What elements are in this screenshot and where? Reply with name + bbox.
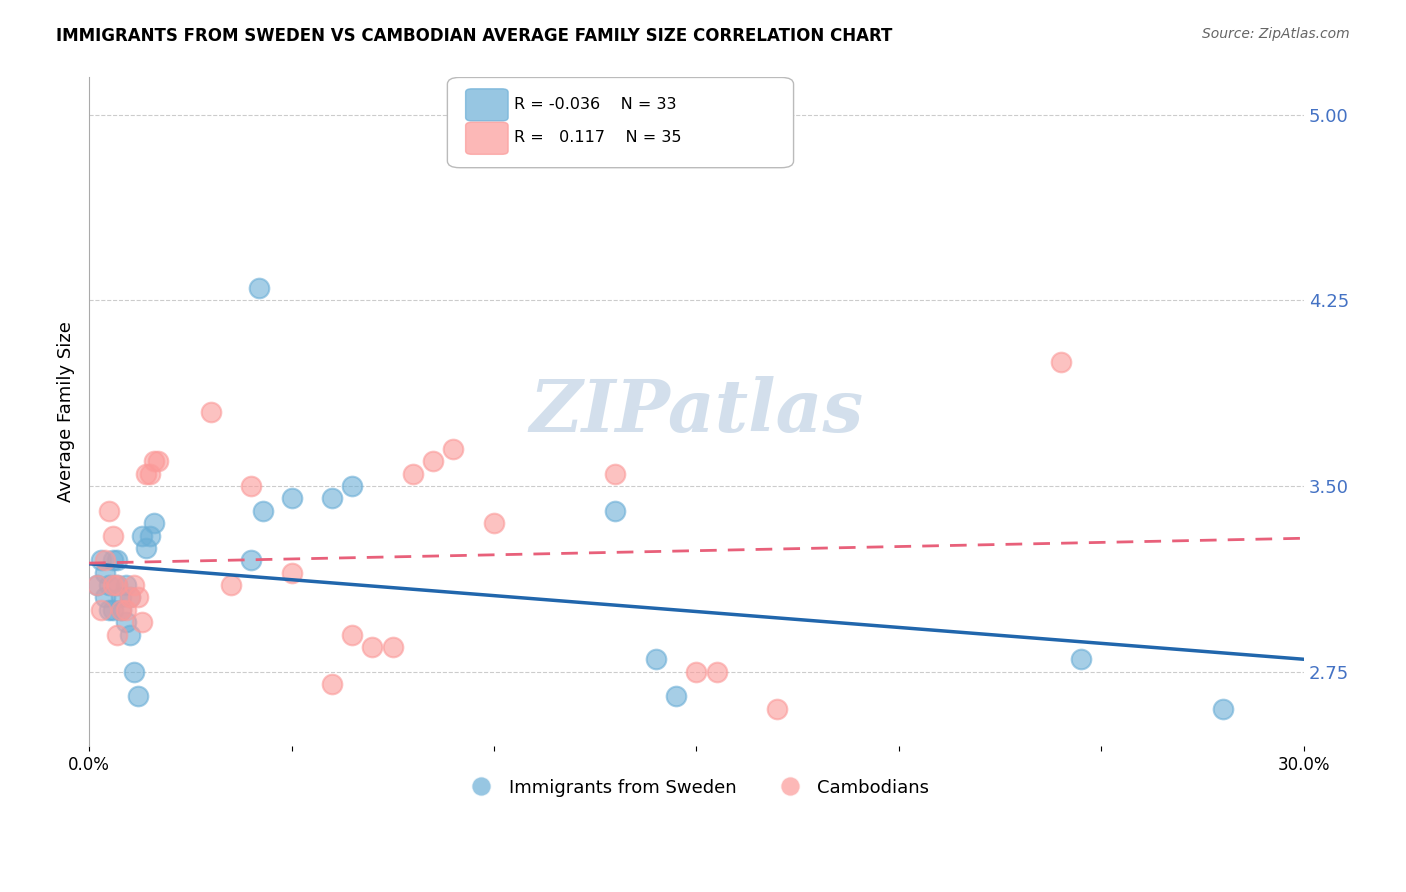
Point [1212, 702, 1234, 716]
Point [240, 553, 263, 567]
Y-axis label: Average Family Size: Average Family Size [58, 321, 75, 502]
Point [98, 578, 121, 592]
Point [107, 578, 129, 592]
Point [94, 591, 117, 605]
Point [118, 627, 141, 641]
Point [107, 578, 129, 592]
Point [127, 690, 149, 704]
Point [127, 591, 149, 605]
Point [110, 603, 132, 617]
Point [321, 677, 343, 691]
Point [114, 578, 136, 592]
Point [645, 652, 668, 666]
Point [103, 578, 125, 592]
Point [219, 578, 242, 592]
Point [381, 640, 404, 654]
Point [342, 627, 364, 641]
Text: R = -0.036    N = 33: R = -0.036 N = 33 [515, 96, 676, 112]
Point [605, 467, 627, 481]
Point [94, 553, 117, 567]
Point [110, 603, 132, 617]
Point [98, 603, 121, 617]
Point [146, 454, 169, 468]
FancyBboxPatch shape [447, 78, 793, 168]
Point [706, 665, 728, 679]
Point [605, 504, 627, 518]
Point [402, 467, 425, 481]
Point [252, 504, 274, 518]
Point [280, 566, 302, 580]
Text: Source: ZipAtlas.com: Source: ZipAtlas.com [1202, 27, 1350, 41]
Point [122, 665, 145, 679]
Point [131, 528, 153, 542]
Point [135, 467, 157, 481]
Point [1070, 652, 1092, 666]
FancyBboxPatch shape [465, 122, 508, 154]
Point [110, 591, 132, 605]
Point [361, 640, 384, 654]
Point [86, 578, 108, 592]
Point [114, 615, 136, 630]
Point [114, 603, 136, 617]
Point [98, 504, 121, 518]
Point [142, 454, 165, 468]
Point [321, 491, 343, 506]
Point [280, 491, 302, 506]
Point [1049, 355, 1071, 369]
Text: IMMIGRANTS FROM SWEDEN VS CAMBODIAN AVERAGE FAMILY SIZE CORRELATION CHART: IMMIGRANTS FROM SWEDEN VS CAMBODIAN AVER… [56, 27, 893, 45]
Point [135, 541, 157, 555]
Point [103, 603, 125, 617]
Point [139, 467, 162, 481]
Text: R =   0.117    N = 35: R = 0.117 N = 35 [515, 130, 682, 145]
Point [422, 454, 444, 468]
Point [131, 615, 153, 630]
Point [103, 553, 125, 567]
Point [685, 665, 707, 679]
Text: ZIPatlas: ZIPatlas [529, 376, 863, 447]
Point [142, 516, 165, 530]
Point [118, 591, 141, 605]
Point [247, 281, 270, 295]
Point [103, 528, 125, 542]
Point [118, 591, 141, 605]
Point [482, 516, 505, 530]
Point [665, 690, 688, 704]
Legend: Immigrants from Sweden, Cambodians: Immigrants from Sweden, Cambodians [456, 772, 936, 804]
FancyBboxPatch shape [465, 89, 508, 121]
Point [94, 566, 117, 580]
Point [90, 603, 112, 617]
Point [342, 479, 364, 493]
Point [107, 627, 129, 641]
Point [443, 442, 465, 456]
Point [107, 553, 129, 567]
Point [86, 578, 108, 592]
Point [139, 528, 162, 542]
Point [240, 479, 263, 493]
Point [122, 578, 145, 592]
Point [90, 553, 112, 567]
Point [200, 405, 222, 419]
Point [766, 702, 789, 716]
